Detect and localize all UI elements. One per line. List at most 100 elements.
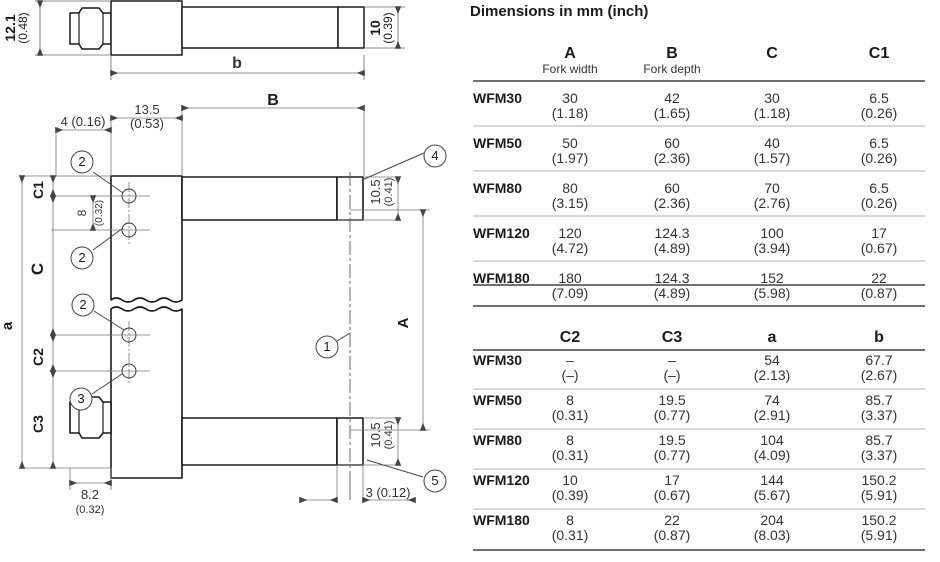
svg-text:50: 50 bbox=[562, 135, 578, 151]
svg-text:b: b bbox=[232, 55, 242, 72]
svg-text:(0.26): (0.26) bbox=[861, 150, 898, 166]
svg-text:17: 17 bbox=[664, 472, 680, 488]
svg-text:3 (0.12): 3 (0.12) bbox=[366, 485, 411, 500]
svg-text:13.5: 13.5 bbox=[134, 102, 159, 117]
svg-text:(1.97): (1.97) bbox=[552, 150, 589, 166]
svg-text:204: 204 bbox=[760, 512, 784, 528]
svg-text:C3: C3 bbox=[30, 415, 46, 433]
svg-text:1: 1 bbox=[323, 339, 330, 354]
svg-text:(0.77): (0.77) bbox=[654, 447, 691, 463]
svg-text:Dimensions in mm (inch): Dimensions in mm (inch) bbox=[470, 3, 648, 20]
svg-text:(4.89): (4.89) bbox=[654, 285, 691, 301]
svg-text:(1.65): (1.65) bbox=[654, 105, 691, 121]
svg-text:17: 17 bbox=[871, 225, 887, 241]
svg-text:–: – bbox=[668, 352, 676, 368]
svg-text:(0.39): (0.39) bbox=[552, 487, 589, 503]
svg-text:WFM30: WFM30 bbox=[473, 352, 522, 368]
svg-text:Fork depth: Fork depth bbox=[643, 62, 700, 76]
svg-text:a: a bbox=[0, 321, 16, 330]
svg-text:(0.32): (0.32) bbox=[94, 200, 105, 226]
svg-text:10: 10 bbox=[562, 472, 578, 488]
svg-text:6.5: 6.5 bbox=[869, 135, 889, 151]
svg-text:WFM80: WFM80 bbox=[473, 432, 522, 448]
svg-text:B: B bbox=[267, 92, 279, 109]
svg-text:Fork width: Fork width bbox=[542, 62, 597, 76]
svg-text:(0.31): (0.31) bbox=[552, 527, 589, 543]
svg-text:8: 8 bbox=[75, 209, 89, 216]
svg-text:(2.67): (2.67) bbox=[861, 367, 898, 383]
svg-text:8: 8 bbox=[566, 392, 574, 408]
svg-text:C1: C1 bbox=[30, 181, 46, 199]
svg-text:(0.67): (0.67) bbox=[861, 240, 898, 256]
svg-text:(4.09): (4.09) bbox=[754, 447, 791, 463]
svg-text:(0.26): (0.26) bbox=[861, 195, 898, 211]
svg-text:(3.94): (3.94) bbox=[754, 240, 791, 256]
svg-text:19.5: 19.5 bbox=[658, 432, 685, 448]
svg-text:WFM50: WFM50 bbox=[473, 135, 522, 151]
svg-text:(1.18): (1.18) bbox=[552, 105, 589, 121]
svg-text:30: 30 bbox=[562, 90, 578, 106]
svg-text:85.7: 85.7 bbox=[865, 432, 892, 448]
svg-text:(5.91): (5.91) bbox=[861, 527, 898, 543]
svg-text:40: 40 bbox=[764, 135, 780, 151]
svg-text:WFM180: WFM180 bbox=[473, 512, 530, 528]
svg-text:22: 22 bbox=[664, 512, 680, 528]
svg-text:124.3: 124.3 bbox=[654, 225, 689, 241]
svg-text:(0.31): (0.31) bbox=[552, 407, 589, 423]
svg-text:(0.87): (0.87) bbox=[861, 285, 898, 301]
svg-text:(0.53): (0.53) bbox=[130, 116, 164, 131]
svg-text:30: 30 bbox=[764, 90, 780, 106]
svg-text:A: A bbox=[395, 317, 412, 328]
svg-text:144: 144 bbox=[760, 472, 784, 488]
svg-text:–: – bbox=[566, 352, 574, 368]
svg-text:(5.98): (5.98) bbox=[754, 285, 791, 301]
svg-text:(2.91): (2.91) bbox=[754, 407, 791, 423]
svg-text:WFM80: WFM80 bbox=[473, 180, 522, 196]
svg-text:2: 2 bbox=[78, 250, 85, 265]
svg-text:C: C bbox=[766, 45, 778, 62]
svg-text:(0.31): (0.31) bbox=[552, 447, 589, 463]
svg-text:(2.36): (2.36) bbox=[654, 150, 691, 166]
svg-text:67.7: 67.7 bbox=[865, 352, 892, 368]
svg-text:4: 4 bbox=[431, 148, 438, 163]
svg-text:80: 80 bbox=[562, 180, 578, 196]
svg-text:(0.41): (0.41) bbox=[383, 178, 395, 207]
svg-text:3: 3 bbox=[77, 391, 84, 406]
svg-text:WFM120: WFM120 bbox=[473, 225, 530, 241]
svg-text:(0.77): (0.77) bbox=[654, 407, 691, 423]
svg-text:(0.39): (0.39) bbox=[381, 12, 395, 43]
svg-text:(7.09): (7.09) bbox=[552, 285, 589, 301]
svg-text:WFM30: WFM30 bbox=[473, 90, 522, 106]
svg-text:4 (0.16): 4 (0.16) bbox=[61, 114, 106, 129]
svg-text:120: 120 bbox=[558, 225, 582, 241]
svg-text:150.2: 150.2 bbox=[861, 512, 896, 528]
svg-text:(3.37): (3.37) bbox=[861, 407, 898, 423]
svg-text:WFM180: WFM180 bbox=[473, 270, 530, 286]
svg-text:(0.67): (0.67) bbox=[654, 487, 691, 503]
svg-text:A: A bbox=[564, 45, 576, 62]
svg-text:(3.15): (3.15) bbox=[552, 195, 589, 211]
svg-text:2: 2 bbox=[79, 297, 86, 312]
svg-text:6.5: 6.5 bbox=[869, 90, 889, 106]
svg-text:C1: C1 bbox=[869, 45, 890, 62]
svg-text:a: a bbox=[768, 329, 777, 346]
svg-text:19.5: 19.5 bbox=[658, 392, 685, 408]
svg-text:B: B bbox=[666, 45, 678, 62]
svg-text:(8.03): (8.03) bbox=[754, 527, 791, 543]
svg-text:(–): (–) bbox=[663, 367, 680, 383]
svg-text:10.5: 10.5 bbox=[368, 422, 383, 447]
svg-text:(3.37): (3.37) bbox=[861, 447, 898, 463]
svg-text:(2.76): (2.76) bbox=[754, 195, 791, 211]
svg-text:124.3: 124.3 bbox=[654, 270, 689, 286]
svg-text:60: 60 bbox=[664, 180, 680, 196]
svg-text:150.2: 150.2 bbox=[861, 472, 896, 488]
svg-text:180: 180 bbox=[558, 270, 582, 286]
svg-text:C: C bbox=[28, 263, 47, 275]
svg-text:74: 74 bbox=[764, 392, 780, 408]
svg-text:(2.36): (2.36) bbox=[654, 195, 691, 211]
svg-text:104: 104 bbox=[760, 432, 784, 448]
svg-text:2: 2 bbox=[78, 154, 85, 169]
svg-text:5: 5 bbox=[431, 473, 438, 488]
svg-text:(0.41): (0.41) bbox=[383, 421, 395, 450]
svg-text:(–): (–) bbox=[561, 367, 578, 383]
